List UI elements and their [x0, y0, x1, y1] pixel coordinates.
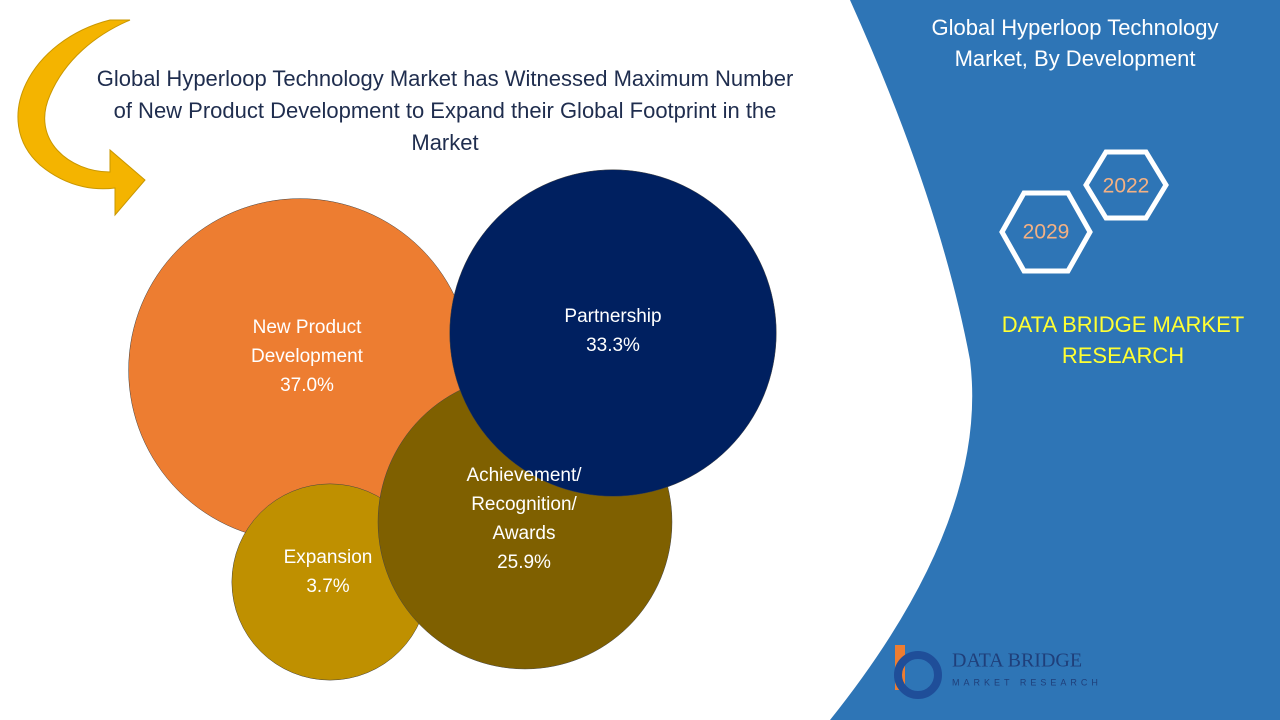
bubble-label: Recognition/ [471, 494, 577, 515]
bubble-label: Partnership [564, 306, 661, 327]
bubble-label: Awards [492, 523, 555, 544]
logo-tagline: MARKET RESEARCH [952, 677, 1102, 687]
logo-circle [894, 651, 942, 699]
bubble-label: New Product [253, 317, 362, 338]
chart-title: Global Hyperloop Technology Market has W… [97, 66, 794, 91]
chart-title: of New Product Development to Expand the… [114, 98, 777, 123]
panel-title: Global Hyperloop Technology [932, 15, 1219, 40]
logo-name: DATA BRIDGE [952, 650, 1082, 672]
panel-title: Market, By Development [955, 46, 1196, 71]
value-label: 3.7% [306, 576, 349, 597]
year: 2029 [1023, 221, 1070, 244]
arrow-decoration [17, 19, 146, 217]
bubble-label: Expansion [284, 547, 373, 568]
brand-name: RESEARCH [1062, 343, 1184, 368]
brand-name: DATA BRIDGE MARKET [1002, 312, 1244, 337]
hexagon [999, 190, 1093, 274]
side-panel [830, 0, 1280, 720]
hexagon [1083, 149, 1169, 221]
bubble [449, 169, 777, 497]
value-label: 33.3% [586, 335, 640, 356]
bubbles [128, 169, 777, 681]
bubble-label: Achievement/ [466, 465, 582, 486]
logo: DATA BRIDGE MARKET RESEARCH [894, 645, 1102, 699]
value-label: 37.0% [280, 375, 334, 396]
year: 2022 [1103, 175, 1150, 198]
value-label: 25.9% [497, 552, 551, 573]
bubble-label: Development [251, 346, 364, 367]
chart-title: Market [411, 130, 478, 155]
